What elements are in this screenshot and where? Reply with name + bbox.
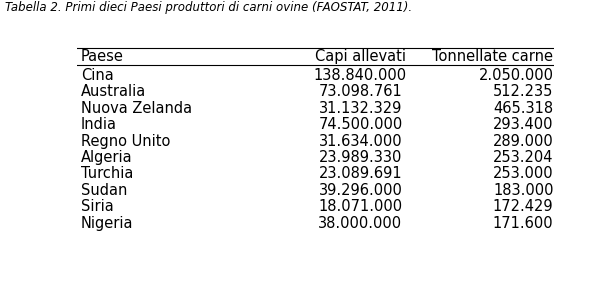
Text: 38.000.000: 38.000.000 [319, 215, 403, 231]
Text: 183.000: 183.000 [493, 183, 554, 198]
Text: 31.634.000: 31.634.000 [319, 134, 402, 149]
Text: 31.132.329: 31.132.329 [319, 101, 402, 116]
Text: 171.600: 171.600 [493, 215, 554, 231]
Text: 293.400: 293.400 [493, 117, 554, 132]
Text: India: India [81, 117, 117, 132]
Text: Cina: Cina [81, 68, 113, 83]
Text: Siria: Siria [81, 199, 113, 214]
Text: Sudan: Sudan [81, 183, 127, 198]
Text: Tonnellate carne: Tonnellate carne [432, 49, 554, 64]
Text: Tabella 2. Primi dieci Paesi produttori di carni ovine (FAOSTAT, 2011).: Tabella 2. Primi dieci Paesi produttori … [5, 1, 412, 14]
Text: Nuova Zelanda: Nuova Zelanda [81, 101, 192, 116]
Text: Turchia: Turchia [81, 166, 133, 181]
Text: 73.098.761: 73.098.761 [319, 84, 402, 100]
Text: 253.000: 253.000 [493, 166, 554, 181]
Text: 138.840.000: 138.840.000 [314, 68, 407, 83]
Text: 74.500.000: 74.500.000 [319, 117, 403, 132]
Text: 2.050.000: 2.050.000 [478, 68, 554, 83]
Text: 289.000: 289.000 [493, 134, 554, 149]
Text: 23.989.330: 23.989.330 [319, 150, 402, 165]
Text: Australia: Australia [81, 84, 146, 100]
Text: Algeria: Algeria [81, 150, 132, 165]
Text: 465.318: 465.318 [493, 101, 554, 116]
Text: Capi allevati: Capi allevati [315, 49, 406, 64]
Text: 253.204: 253.204 [493, 150, 554, 165]
Text: Paese: Paese [81, 49, 124, 64]
Text: 23.089.691: 23.089.691 [319, 166, 402, 181]
Text: 39.296.000: 39.296.000 [319, 183, 402, 198]
Text: 18.071.000: 18.071.000 [319, 199, 403, 214]
Text: Nigeria: Nigeria [81, 215, 133, 231]
Text: 512.235: 512.235 [493, 84, 554, 100]
Text: Regno Unito: Regno Unito [81, 134, 170, 149]
Text: 172.429: 172.429 [493, 199, 554, 214]
